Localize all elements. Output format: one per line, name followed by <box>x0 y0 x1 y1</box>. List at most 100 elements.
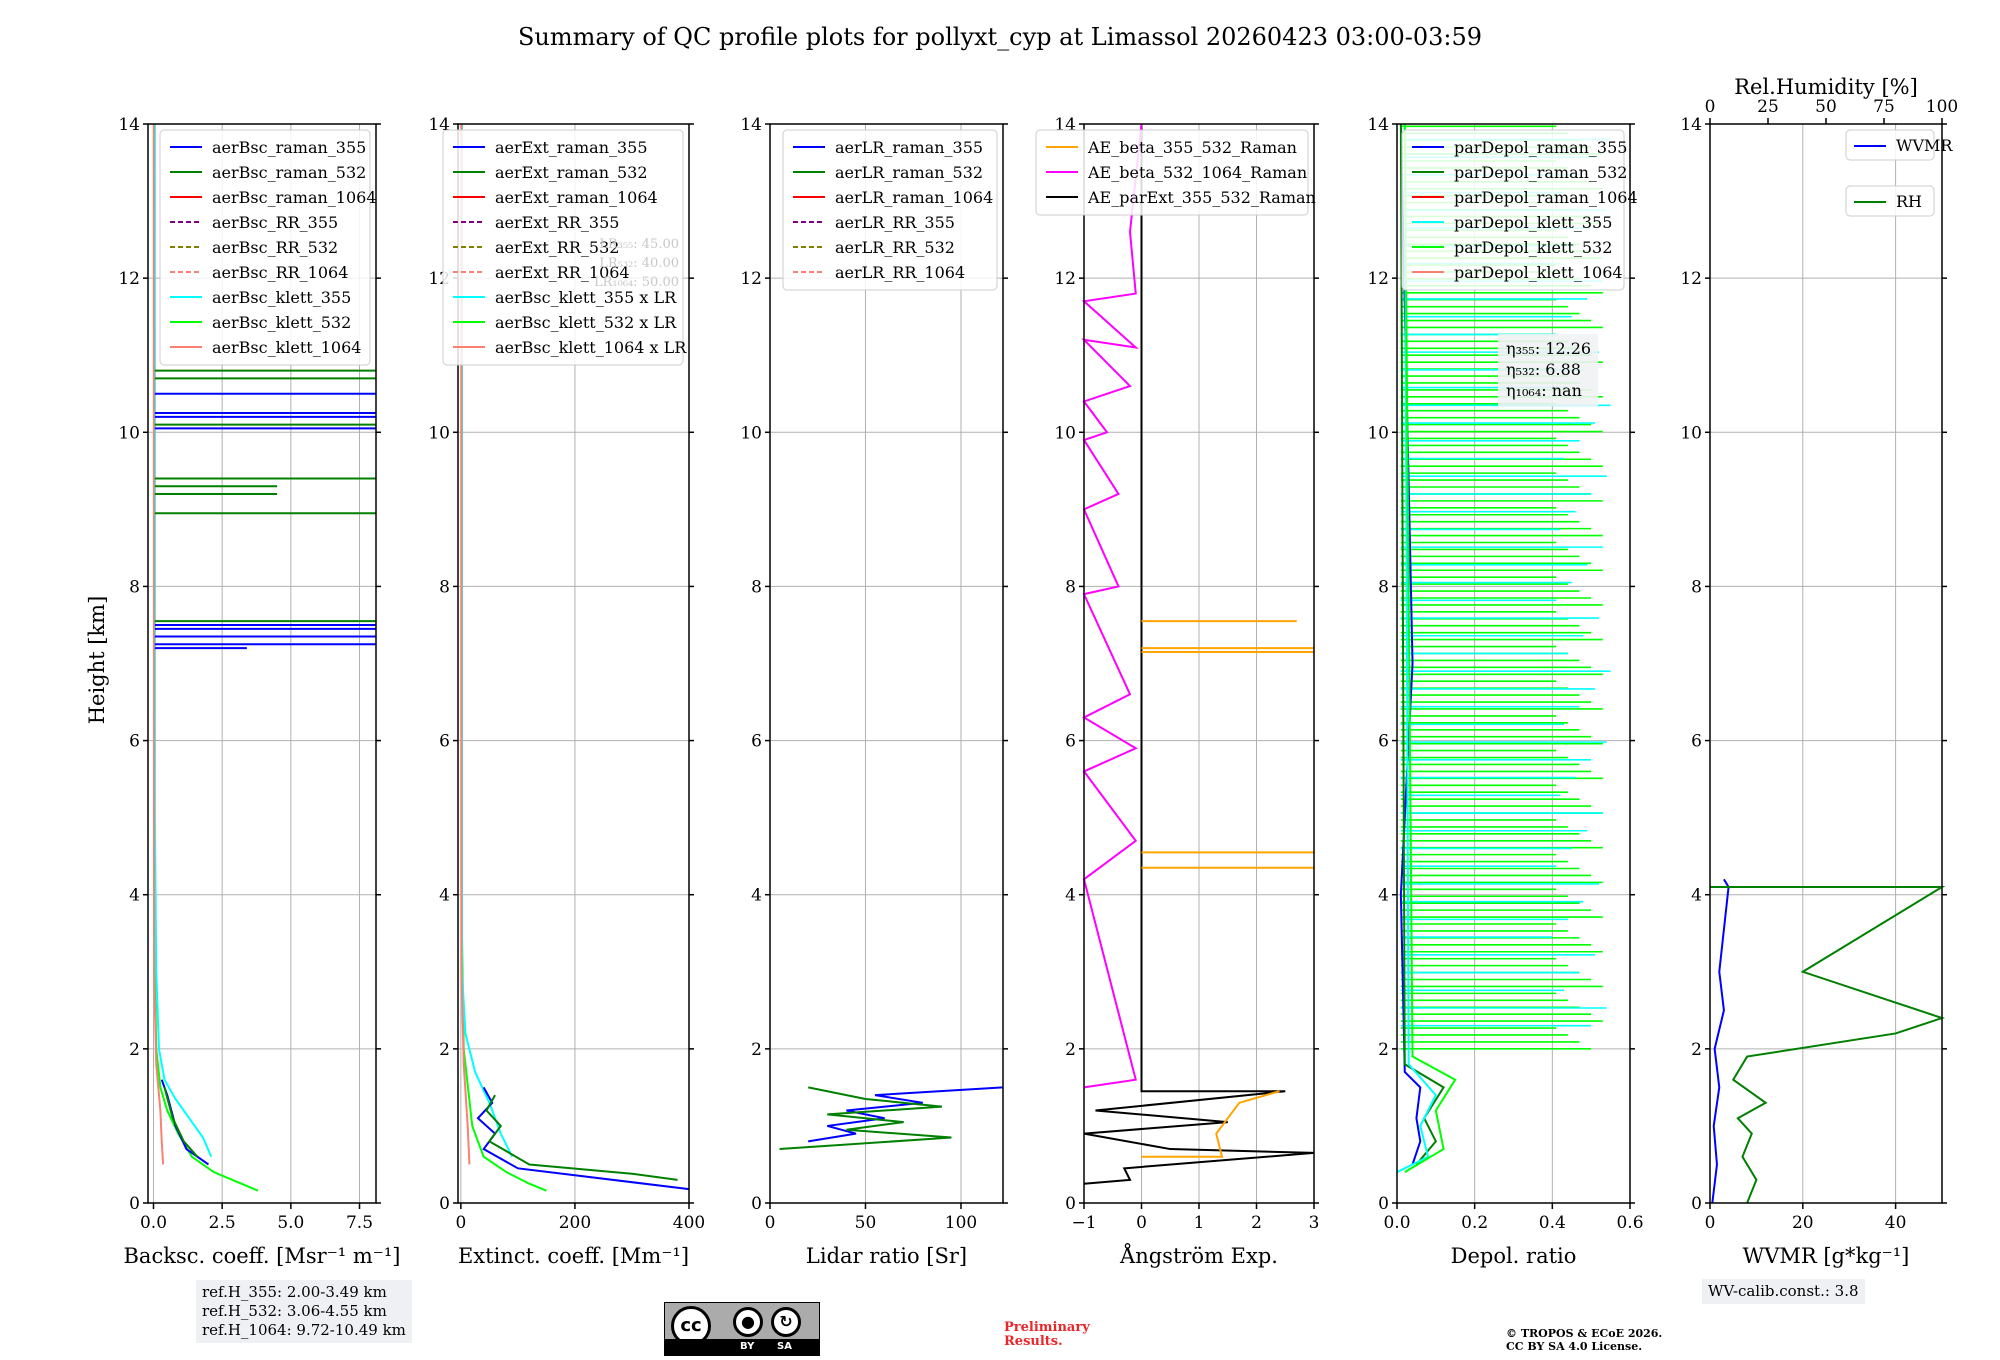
top-tick-label: 100 <box>1926 97 1958 117</box>
top-axis-label: Rel.Humidity [%] <box>1734 75 1918 99</box>
x-tick-label: 100 <box>945 1213 977 1233</box>
legend-label: aerBsc_klett_1064 x LR <box>495 338 687 357</box>
y-axis-label: Height [km] <box>85 596 109 725</box>
legend-label: aerBsc_klett_532 x LR <box>495 313 677 332</box>
legend-box <box>1845 185 1935 217</box>
by-person-icon: ● <box>733 1307 763 1337</box>
y-tick-label: 12 <box>740 269 762 289</box>
y-tick-label: 4 <box>1065 886 1076 906</box>
y-tick-label: 6 <box>439 732 450 752</box>
y-tick-label: 10 <box>740 423 762 443</box>
x-tick-label: 40 <box>1885 1213 1907 1233</box>
x-tick-label: 0.0 <box>1383 1213 1410 1233</box>
series-line-rh <box>1710 886 1946 1204</box>
y-tick-label: 12 <box>1680 269 1702 289</box>
lr-annotation-line: LR₁₀₆₄: 50.00 <box>594 275 679 290</box>
series-line-pardepol-raman-532 <box>1399 123 1445 1166</box>
series-line-wvmr <box>1711 878 1730 1204</box>
y-tick-label: 6 <box>1691 732 1702 752</box>
y-tick-label: 6 <box>129 732 140 752</box>
axes-frame <box>1709 123 1943 1204</box>
legend-label: aerBsc_raman_532 <box>212 163 366 182</box>
legend-label: parDepol_klett_1064 <box>1454 263 1623 282</box>
y-tick-label: 10 <box>1367 423 1389 443</box>
x-axis-label: Ångström Exp. <box>1119 1243 1278 1268</box>
y-tick-label: 4 <box>439 886 450 906</box>
y-tick-label: 2 <box>751 1040 762 1060</box>
y-tick-label: 14 <box>1680 115 1702 135</box>
legend-label: aerBsc_klett_1064 <box>212 338 361 357</box>
legend-label: aerExt_raman_532 <box>495 163 648 182</box>
copyright-line-2: CC BY SA 4.0 License. <box>1506 1340 1643 1353</box>
x-tick-label: 0 <box>1136 1213 1147 1233</box>
lr-annotation-line: LR₃₅₅: 45.00 <box>599 237 679 252</box>
top-tick-label: 25 <box>1757 97 1779 117</box>
legend-label: aerLR_raman_532 <box>835 163 983 182</box>
series-line-pardepol-raman-355 <box>1399 123 1422 1165</box>
axes-frame <box>769 123 1004 1204</box>
legend-box <box>1845 129 1935 161</box>
panel-lr: 0 2 4 6 8 10 12 14 0 50 100 Lidar ratio [Sr] aerLR_r… <box>740 115 1008 1268</box>
y-tick-label: 2 <box>1691 1040 1702 1060</box>
x-tick-label: 20 <box>1792 1213 1814 1233</box>
series-line-pardepol-klett-355 <box>1396 123 1438 1174</box>
axes-frame <box>457 123 690 1204</box>
y-tick-label: 6 <box>1065 732 1076 752</box>
ref-height-1064: ref.H_1064: 9.72-10.49 km <box>202 1321 406 1339</box>
legend-box <box>1401 129 1625 291</box>
preliminary-note: Preliminary Results. <box>1004 1321 1090 1349</box>
y-tick-label: 0 <box>1691 1194 1702 1214</box>
legend-label: parDepol_raman_355 <box>1454 138 1627 157</box>
y-tick-label: 8 <box>439 577 450 597</box>
legend-box <box>159 129 371 366</box>
x-tick-label: 0.6 <box>1616 1213 1643 1233</box>
y-tick-label: 4 <box>129 886 140 906</box>
series-line-pardepol-klett-532 <box>1403 123 1457 1174</box>
y-tick-label: 0 <box>1065 1194 1076 1214</box>
lr-annotation-line: LR₅₃₂: 40.00 <box>599 256 679 271</box>
legend-label: AE_beta_355_532_Raman <box>1087 138 1297 157</box>
preliminary-line-2: Results. <box>1004 1334 1063 1349</box>
x-tick-label: 3 <box>1309 1213 1320 1233</box>
copyright-line-1: © TROPOS & ECoE 2026. <box>1506 1327 1663 1340</box>
top-tick-label: 75 <box>1873 97 1895 117</box>
y-tick-label: 12 <box>1054 269 1076 289</box>
legend-label: aerBsc_raman_355 <box>212 138 366 157</box>
y-tick-label: 14 <box>118 115 140 135</box>
eta-annotation-line: η₅₃₂: 6.88 <box>1506 360 1581 379</box>
x-axis-label: Lidar ratio [Sr] <box>806 1244 967 1268</box>
legend-label: aerBsc_klett_355 x LR <box>495 288 677 307</box>
panel-bsc: 0 2 4 6 8 10 12 14 0.0 2.5 5.0 7.5 Backsc. coeff. [M… <box>118 115 400 1268</box>
axes-frame <box>147 123 377 1204</box>
ref-heights-box: ref.H_355: 2.00-3.49 km ref.H_532: 3.06-… <box>196 1280 412 1343</box>
y-tick-label: 2 <box>129 1040 140 1060</box>
panel-dep: 0 2 4 6 8 10 12 14 0.0 0.2 0.4 0.6 Depol. ratio parDe… <box>1367 115 1643 1268</box>
y-tick-label: 8 <box>751 577 762 597</box>
x-axis-label: Backsc. coeff. [Msr⁻¹ m⁻¹] <box>124 1244 401 1268</box>
y-tick-label: 12 <box>118 269 140 289</box>
legend-label: aerBsc_klett_355 <box>212 288 351 307</box>
x-axis-label: Extinct. coeff. [Mm⁻¹] <box>458 1244 689 1268</box>
legend-label: parDepol_klett_355 <box>1454 213 1612 232</box>
legend-label: aerLR_raman_355 <box>835 138 983 157</box>
top-tick-label: 50 <box>1815 97 1837 117</box>
sa-share-icon: ↻ <box>771 1307 801 1337</box>
y-tick-label: 14 <box>1367 115 1389 135</box>
legend-label: aerBsc_RR_1064 <box>212 263 348 282</box>
legend-box <box>782 129 998 291</box>
legend-label: aerLR_RR_1064 <box>835 263 965 282</box>
series-line-ae-beta-355-532-raman <box>1141 1090 1280 1158</box>
series-line-aerbsc-raman-532 <box>163 1087 199 1158</box>
legend-label: AE_beta_532_1064_Raman <box>1087 163 1307 182</box>
cc-license-badge: cc ● ↻ BY SA <box>664 1302 820 1356</box>
cc-logo-text: cc <box>680 1315 702 1336</box>
series-line-aerbsc-klett-1064 <box>152 123 165 1165</box>
x-tick-label: 2.5 <box>209 1213 236 1233</box>
y-tick-label: 2 <box>1378 1040 1389 1060</box>
x-tick-label: 0 <box>455 1213 466 1233</box>
x-tick-label: −1 <box>1071 1213 1096 1233</box>
eta-annotation-line: η₃₅₅: 12.26 <box>1506 339 1591 358</box>
